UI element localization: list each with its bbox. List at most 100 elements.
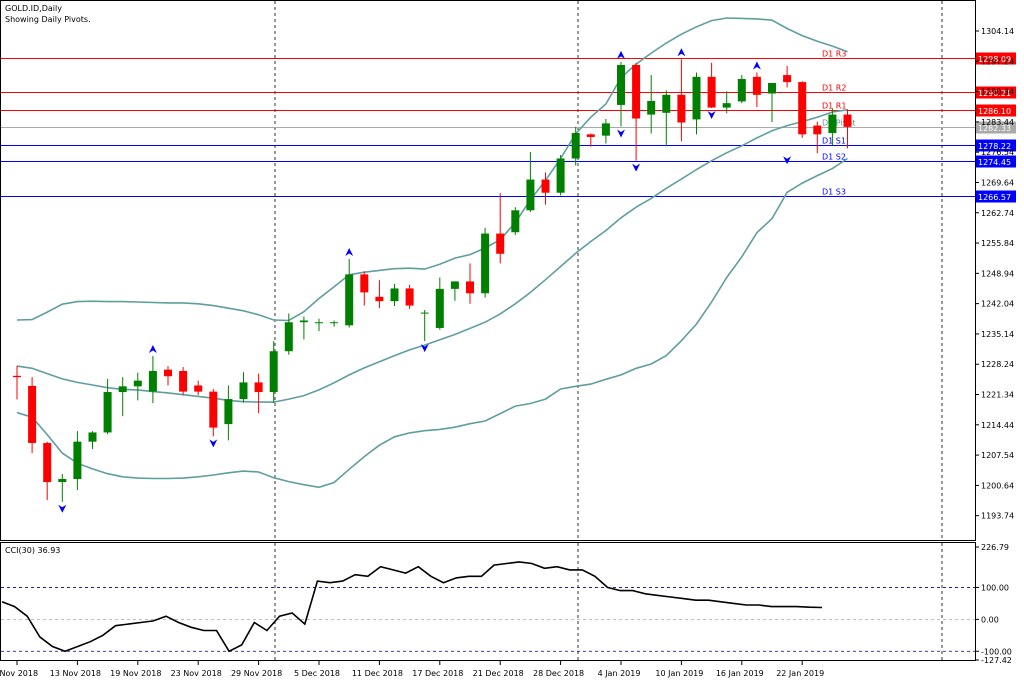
candle-body <box>330 322 339 324</box>
pivot-price-value: 1290.21 <box>978 89 1011 98</box>
candle-body <box>224 399 233 425</box>
time-tick-label: 10 Jan 2019 <box>655 669 703 678</box>
time-tick-label: 7 Nov 2018 <box>0 669 38 678</box>
pivot-price-value: 1274.45 <box>978 158 1011 167</box>
candle-body <box>450 281 459 289</box>
price-tick-label: 1283.44 <box>981 118 1014 127</box>
candle <box>148 356 157 404</box>
candle-body <box>405 288 414 306</box>
fractal-down-marker <box>420 344 429 353</box>
candle-body <box>88 432 97 442</box>
pivot-price-tag <box>976 104 1016 117</box>
cci-tick-label: -100.00 <box>981 647 1012 656</box>
fractal-down-marker <box>707 111 716 119</box>
bollinger-upper-line <box>16 17 848 322</box>
candle-body <box>28 385 37 443</box>
fractal-up-marker <box>752 61 761 70</box>
candle <box>133 372 142 401</box>
price-tick-label: 1242.04 <box>981 300 1014 309</box>
candle-body <box>345 274 354 326</box>
candle-body <box>179 370 188 392</box>
price-tick-label: 1235.14 <box>981 330 1014 339</box>
cci-panel-frame <box>0 542 976 661</box>
candle-body <box>798 82 807 135</box>
candle <box>677 59 686 142</box>
candle <box>722 91 731 114</box>
candle <box>28 377 37 454</box>
fractal-up-marker <box>617 50 625 59</box>
candle <box>43 441 52 501</box>
fractal-down-marker <box>783 156 792 165</box>
time-tick-label: 4 Jan 2019 <box>598 669 641 678</box>
price-tick-label: 1214.44 <box>981 421 1014 430</box>
fractal-markers <box>58 48 792 513</box>
candle <box>360 271 369 306</box>
cci-indicator: 226.79 100.00 0.00 -100.00-127.42 <box>1 543 1012 665</box>
fractal-up-marker <box>148 345 157 354</box>
candle <box>466 263 474 304</box>
pivot-price-tag <box>976 121 1016 134</box>
candle-body <box>73 441 82 479</box>
pivot-name-label: D1 R3 <box>822 50 846 59</box>
candle <box>224 385 233 441</box>
candle <box>541 172 550 205</box>
time-tick-label: 11 Dec 2018 <box>352 669 403 678</box>
pivot-name-label: D1 Pivot <box>822 119 855 128</box>
pivot-price-tag <box>976 86 1016 99</box>
price-tick-label: 1200.64 <box>981 481 1014 490</box>
candle <box>752 72 761 108</box>
candle <box>556 154 565 196</box>
time-tick-label: 19 Nov 2018 <box>110 669 161 678</box>
candle-body <box>692 76 701 120</box>
pivot-price-value: 1286.10 <box>978 107 1011 116</box>
pivot-price-value: 1266.57 <box>978 193 1011 202</box>
candle-body <box>768 82 776 94</box>
candle-body <box>103 392 112 433</box>
candle-body <box>843 114 852 127</box>
time-axis: 7 Nov 2018 13 Nov 2018 19 Nov 2018 23 Nov 2… <box>0 661 824 678</box>
bollinger-middle-line <box>16 109 848 403</box>
candle-body <box>481 233 490 294</box>
candle <box>586 133 595 147</box>
candle <box>118 377 127 417</box>
candle-body <box>783 75 792 83</box>
candle-body <box>526 179 535 211</box>
price-tick-label: 1276.54 <box>981 148 1014 157</box>
pivot-price-tag <box>976 139 1016 152</box>
time-tick-label: 23 Nov 2018 <box>171 669 222 678</box>
candle-body <box>586 134 595 137</box>
candle <box>737 75 746 104</box>
candle-body <box>662 94 671 113</box>
candle-body <box>466 281 474 294</box>
cci-tick-label: 0.00 <box>981 615 999 624</box>
candle <box>375 280 384 309</box>
candle-body <box>722 103 731 108</box>
candle <box>647 75 656 134</box>
cci-tick-label: 100.00 <box>981 583 1009 592</box>
pivot-name-label: D1 R2 <box>822 84 846 93</box>
candle <box>269 341 278 404</box>
candle <box>103 378 112 435</box>
symbol-label: GOLD.ID,Daily <box>5 4 62 13</box>
candle-body <box>164 369 172 377</box>
candle <box>58 474 67 502</box>
candle-body <box>118 386 127 393</box>
candle <box>601 118 610 144</box>
time-tick-label: 16 Jan 2019 <box>716 669 764 678</box>
candle-body <box>632 64 641 119</box>
candle-body <box>647 100 656 115</box>
candle-body <box>239 382 248 400</box>
candle <box>390 284 399 306</box>
time-tick-label: 5 Dec 2018 <box>294 669 340 678</box>
candle <box>330 320 339 327</box>
candle <box>194 380 203 396</box>
candle-body <box>194 385 203 392</box>
candle-body <box>496 233 505 254</box>
candle-body <box>828 114 837 134</box>
candle-body <box>541 179 550 193</box>
candle-body <box>58 478 67 483</box>
candle-body <box>390 288 399 302</box>
pivot-price-tag <box>976 190 1016 203</box>
price-tick-label: 1221.34 <box>981 391 1014 400</box>
